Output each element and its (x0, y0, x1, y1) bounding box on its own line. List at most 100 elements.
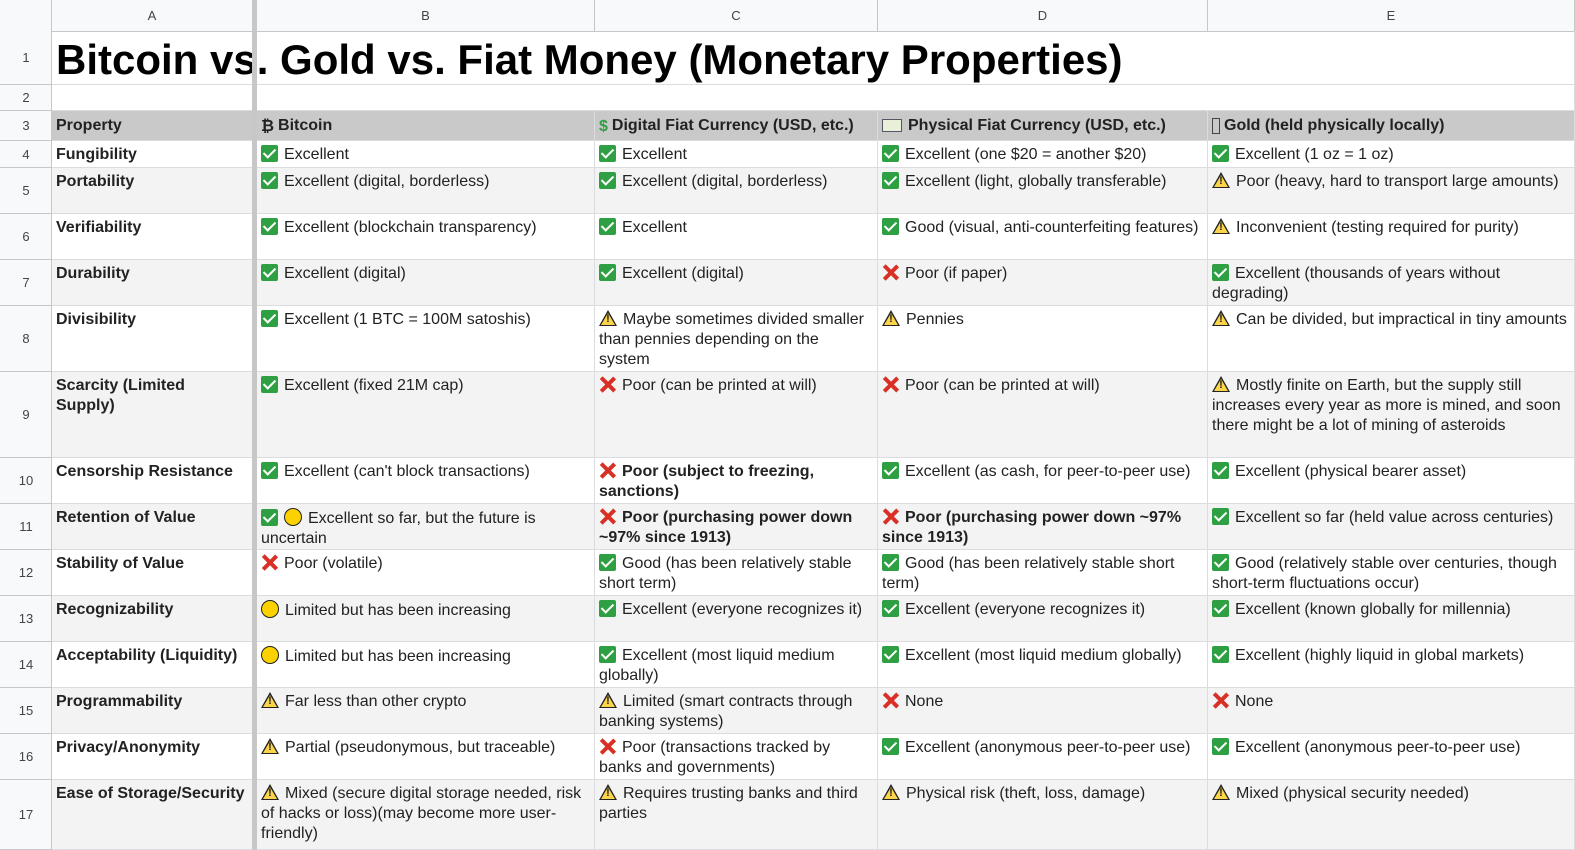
gold-cell[interactable]: Excellent (anonymous peer-to-peer use) (1208, 734, 1575, 779)
digital-fiat-cell[interactable]: Excellent (digital) (595, 260, 878, 305)
digital-fiat-cell[interactable]: Poor (transactions tracked by banks and … (595, 734, 878, 779)
header-cell-digital-fiat[interactable]: $ Digital Fiat Currency (USD, etc.) (595, 111, 878, 140)
empty-cell[interactable] (1208, 31, 1575, 84)
header-cell-bitcoin[interactable]: ₿ Bitcoin (257, 111, 595, 140)
bitcoin-cell[interactable]: Limited but has been increasing (257, 596, 595, 641)
bitcoin-cell[interactable]: Excellent (can't block transactions) (257, 458, 595, 503)
physical-fiat-cell[interactable]: Poor (purchasing power down ~97% since 1… (878, 504, 1208, 549)
bitcoin-cell[interactable]: Excellent (257, 141, 595, 167)
frozen-column-divider[interactable] (252, 0, 257, 850)
property-cell[interactable]: Acceptability (Liquidity) (52, 642, 253, 687)
gold-cell[interactable]: Excellent (known globally for millennia) (1208, 596, 1575, 641)
property-cell[interactable]: Stability of Value (52, 550, 253, 595)
gold-cell[interactable]: Can be divided, but impractical in tiny … (1208, 306, 1575, 371)
bitcoin-cell[interactable]: Poor (volatile) (257, 550, 595, 595)
row-header-3[interactable]: 3 (0, 111, 52, 141)
property-cell[interactable]: Divisibility (52, 306, 253, 371)
row-header-4[interactable]: 4 (0, 141, 52, 168)
row-header-7[interactable]: 7 (0, 260, 52, 306)
row-header-1[interactable]: 1 (0, 31, 52, 85)
row-header-2[interactable]: 2 (0, 85, 52, 111)
physical-fiat-cell[interactable]: Excellent (as cash, for peer-to-peer use… (878, 458, 1208, 503)
digital-fiat-cell[interactable]: Requires trusting banks and third partie… (595, 780, 878, 849)
select-all-corner[interactable] (0, 0, 52, 31)
empty-cell[interactable] (1208, 85, 1575, 110)
column-header-c[interactable]: C (595, 0, 878, 31)
bitcoin-cell[interactable]: Excellent (1 BTC = 100M satoshis) (257, 306, 595, 371)
physical-fiat-cell[interactable]: Pennies (878, 306, 1208, 371)
row-header-14[interactable]: 14 (0, 642, 52, 688)
bitcoin-cell[interactable]: Partial (pseudonymous, but traceable) (257, 734, 595, 779)
gold-cell[interactable]: Excellent (thousands of years without de… (1208, 260, 1575, 305)
property-cell[interactable]: Recognizability (52, 596, 253, 641)
physical-fiat-cell[interactable]: Excellent (one $20 = another $20) (878, 141, 1208, 167)
property-cell[interactable]: Scarcity (Limited Supply) (52, 372, 253, 457)
row-header-5[interactable]: 5 (0, 168, 52, 214)
property-cell[interactable]: Privacy/Anonymity (52, 734, 253, 779)
column-header-e[interactable]: E (1208, 0, 1575, 31)
physical-fiat-cell[interactable]: Physical risk (theft, loss, damage) (878, 780, 1208, 849)
bitcoin-cell[interactable]: Excellent (digital, borderless) (257, 168, 595, 213)
gold-cell[interactable]: Excellent (physical bearer asset) (1208, 458, 1575, 503)
physical-fiat-cell[interactable]: Excellent (light, globally transferable) (878, 168, 1208, 213)
gold-cell[interactable]: Inconvenient (testing required for purit… (1208, 214, 1575, 259)
property-cell[interactable]: Verifiability (52, 214, 253, 259)
physical-fiat-cell[interactable]: None (878, 688, 1208, 733)
physical-fiat-cell[interactable]: Poor (if paper) (878, 260, 1208, 305)
physical-fiat-cell[interactable]: Excellent (anonymous peer-to-peer use) (878, 734, 1208, 779)
physical-fiat-cell[interactable]: Good (visual, anti-counterfeiting featur… (878, 214, 1208, 259)
property-cell[interactable]: Retention of Value (52, 504, 253, 549)
digital-fiat-cell[interactable]: Excellent (digital, borderless) (595, 168, 878, 213)
property-cell[interactable]: Fungibility (52, 141, 253, 167)
gold-cell[interactable]: Poor (heavy, hard to transport large amo… (1208, 168, 1575, 213)
header-cell-physical-fiat[interactable]: Physical Fiat Currency (USD, etc.) (878, 111, 1208, 140)
digital-fiat-cell[interactable]: Poor (purchasing power down ~97% since 1… (595, 504, 878, 549)
row-header-6[interactable]: 6 (0, 214, 52, 260)
bitcoin-cell[interactable]: Excellent (blockchain transparency) (257, 214, 595, 259)
digital-fiat-cell[interactable]: Excellent (everyone recognizes it) (595, 596, 878, 641)
row-header-15[interactable]: 15 (0, 688, 52, 734)
digital-fiat-cell[interactable]: Excellent (595, 214, 878, 259)
header-cell-property[interactable]: Property (52, 111, 253, 140)
row-header-11[interactable]: 11 (0, 504, 52, 550)
gold-cell[interactable]: Mostly finite on Earth, but the supply s… (1208, 372, 1575, 457)
header-cell-gold[interactable]: Gold (held physically locally) (1208, 111, 1575, 140)
gold-cell[interactable]: Excellent so far (held value across cent… (1208, 504, 1575, 549)
bitcoin-cell[interactable]: Far less than other crypto (257, 688, 595, 733)
gold-cell[interactable]: Good (relatively stable over centuries, … (1208, 550, 1575, 595)
gold-cell[interactable]: None (1208, 688, 1575, 733)
gold-cell[interactable]: Excellent (1 oz = 1 oz) (1208, 141, 1575, 167)
bitcoin-cell[interactable]: Excellent (digital) (257, 260, 595, 305)
row-header-17[interactable]: 17 (0, 780, 52, 850)
bitcoin-cell[interactable]: Limited but has been increasing (257, 642, 595, 687)
property-cell[interactable]: Durability (52, 260, 253, 305)
digital-fiat-cell[interactable]: Excellent (most liquid medium globally) (595, 642, 878, 687)
column-header-b[interactable]: B (257, 0, 595, 31)
column-header-d[interactable]: D (878, 0, 1208, 31)
sheet-title[interactable]: Bitcoin vs. Gold vs. Fiat Money (Monetar… (56, 36, 1123, 83)
digital-fiat-cell[interactable]: Limited (smart contracts through banking… (595, 688, 878, 733)
gold-cell[interactable]: Mixed (physical security needed) (1208, 780, 1575, 849)
bitcoin-cell[interactable]: Excellent (fixed 21M cap) (257, 372, 595, 457)
row-header-16[interactable]: 16 (0, 734, 52, 780)
property-cell[interactable]: Censorship Resistance (52, 458, 253, 503)
digital-fiat-cell[interactable]: Maybe sometimes divided smaller than pen… (595, 306, 878, 371)
row-header-12[interactable]: 12 (0, 550, 52, 596)
digital-fiat-cell[interactable]: Good (has been relatively stable short t… (595, 550, 878, 595)
physical-fiat-cell[interactable]: Excellent (everyone recognizes it) (878, 596, 1208, 641)
digital-fiat-cell[interactable]: Poor (can be printed at will) (595, 372, 878, 457)
physical-fiat-cell[interactable]: Excellent (most liquid medium globally) (878, 642, 1208, 687)
row-header-9[interactable]: 9 (0, 372, 52, 458)
property-cell[interactable]: Ease of Storage/Security (52, 780, 253, 849)
gold-cell[interactable]: Excellent (highly liquid in global marke… (1208, 642, 1575, 687)
digital-fiat-cell[interactable]: Poor (subject to freezing, sanctions) (595, 458, 878, 503)
property-cell[interactable]: Portability (52, 168, 253, 213)
bitcoin-cell[interactable]: Mixed (secure digital storage needed, ri… (257, 780, 595, 849)
property-cell[interactable]: Programmability (52, 688, 253, 733)
physical-fiat-cell[interactable]: Poor (can be printed at will) (878, 372, 1208, 457)
digital-fiat-cell[interactable]: Excellent (595, 141, 878, 167)
row-header-10[interactable]: 10 (0, 458, 52, 504)
row-header-13[interactable]: 13 (0, 596, 52, 642)
bitcoin-cell[interactable]: Excellent so far, but the future is unce… (257, 504, 595, 549)
row-header-8[interactable]: 8 (0, 306, 52, 372)
